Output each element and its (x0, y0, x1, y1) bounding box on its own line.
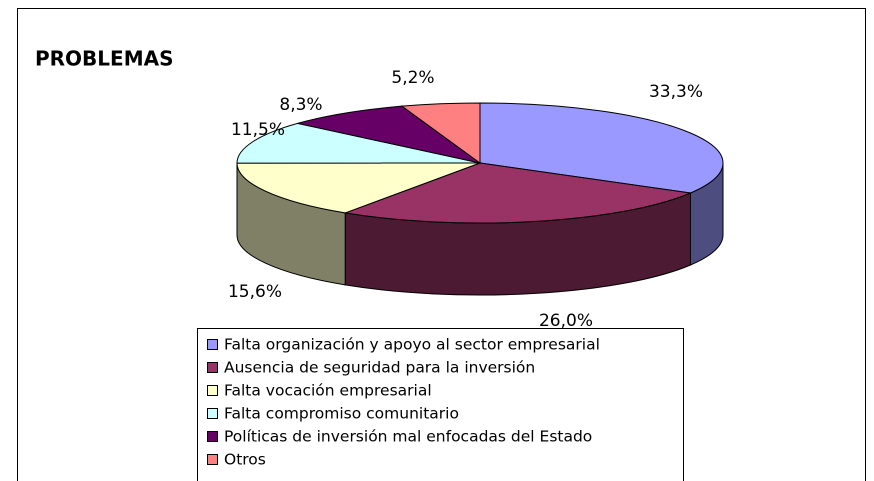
pie-slice (236, 162, 481, 214)
chart-frame (17, 8, 866, 481)
data-label: 26,0% (539, 311, 593, 331)
pie-slice (236, 122, 481, 164)
pie-tops (236, 102, 724, 224)
legend-label: Falta organización y apoyo al sector emp… (224, 336, 600, 354)
data-label: 8,3% (279, 95, 322, 115)
pie-slice (297, 105, 481, 164)
pie-sides (236, 162, 724, 296)
data-label: 5,2% (391, 68, 434, 88)
pie-slice (343, 162, 693, 224)
legend-label: Falta vocación empresarial (224, 382, 432, 400)
data-label: 11,5% (231, 120, 285, 140)
legend-label: Políticas de inversión mal enfocadas del… (224, 428, 592, 446)
pie-slice (400, 102, 481, 164)
legend-box (197, 328, 684, 481)
chart-title: PROBLEMAS (35, 47, 174, 71)
legend-label: Falta compromiso comunitario (224, 405, 459, 423)
legend-swatch (207, 454, 218, 465)
data-label: 15,6% (228, 282, 282, 302)
legend-swatch (207, 431, 218, 442)
legend-label: Otros (224, 451, 266, 469)
legend-label: Ausencia de seguridad para la inversión (224, 359, 535, 377)
legend-swatch (207, 385, 218, 396)
pie-slice (479, 102, 724, 194)
legend-swatch (207, 408, 218, 419)
data-label: 33,3% (649, 82, 703, 102)
legend-swatch (207, 362, 218, 373)
legend-swatch (207, 339, 218, 350)
